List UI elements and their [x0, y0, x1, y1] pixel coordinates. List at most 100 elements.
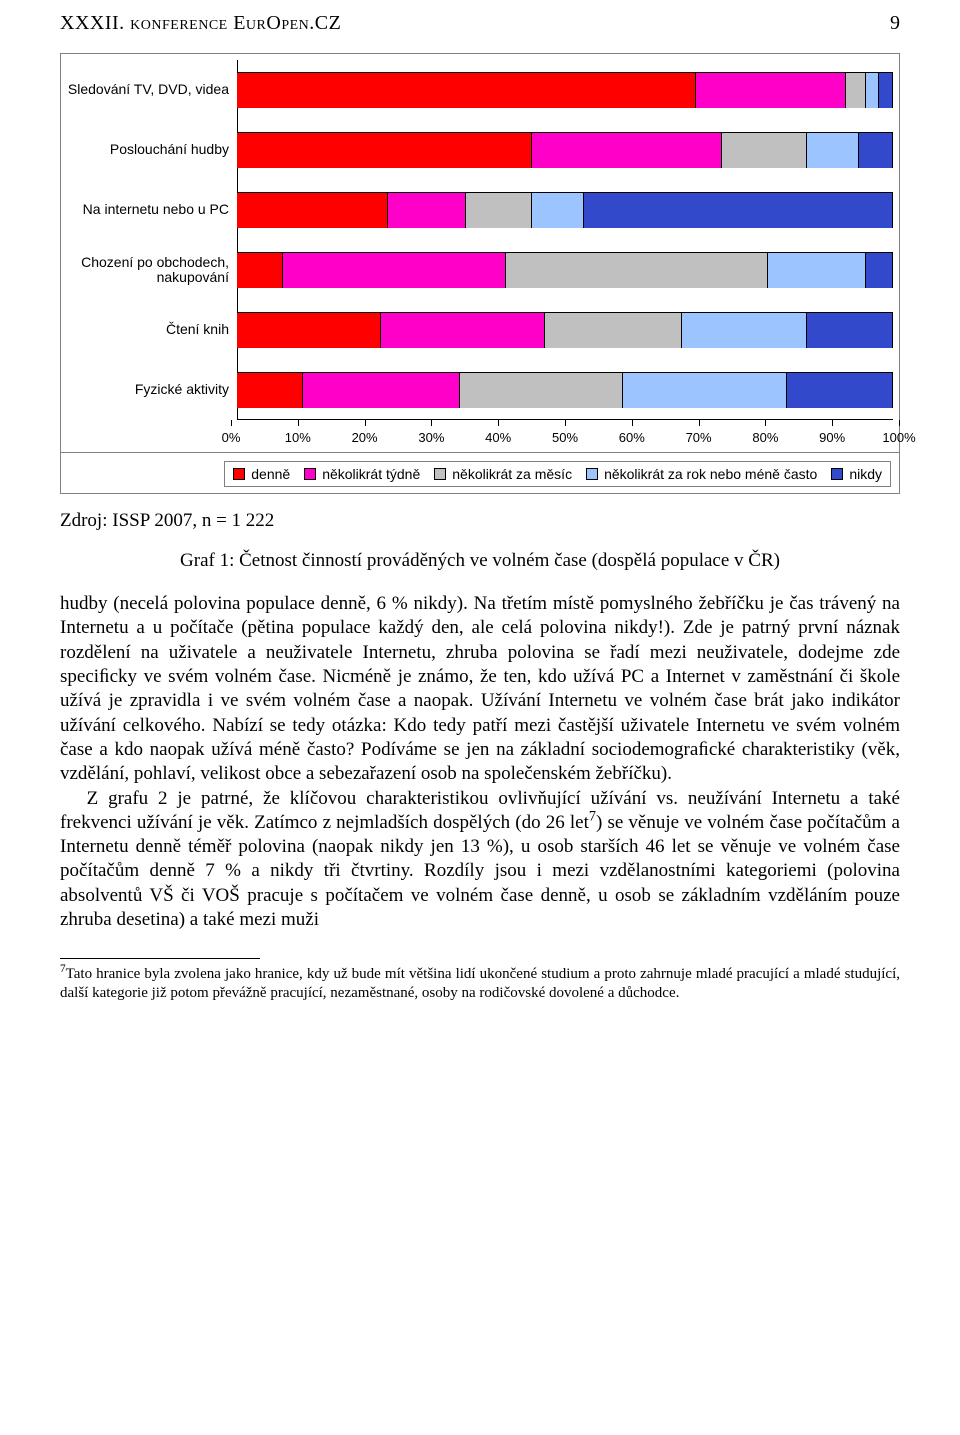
chart-legend: denně několikrát týdně několikrát za měsíc…: [61, 452, 899, 493]
chart-bar-segment: [545, 313, 683, 348]
chart-x-label: 40%: [485, 430, 511, 445]
chart-legend-swatch: [434, 468, 446, 480]
chart-x-tick: [565, 420, 566, 426]
chart-bar-segment: [623, 373, 787, 408]
chart-bar-segment: [506, 253, 768, 288]
chart-legend-swatch: [831, 468, 843, 480]
chart-y-labels: Sledování TV, DVD, videaPoslouchání hudb…: [67, 60, 237, 420]
chart-x-tick: [832, 420, 833, 426]
chart-bar-segment: [466, 193, 532, 228]
chart-x-tick: [365, 420, 366, 426]
chart-legend-label: několikrát za rok nebo méně často: [604, 466, 817, 482]
chart-bar-segment: [532, 193, 584, 228]
chart-bar-segment: [303, 373, 460, 408]
chart-legend-label: několikrát týdně: [322, 466, 420, 482]
chart-bar-segment: [879, 73, 892, 108]
chart-bar-segment: [283, 253, 506, 288]
chart-bar-row: [237, 312, 893, 348]
chart-bar-segment: [584, 193, 892, 228]
chart-bar-segment: [787, 373, 892, 408]
running-head: XXXII. konference EurOpen.CZ 9: [60, 12, 900, 35]
chart-legend-inner: denně několikrát týdně několikrát za měsíc…: [224, 461, 891, 487]
chart-x-tick: [632, 420, 633, 426]
chart-container: Sledování TV, DVD, videaPoslouchání hudb…: [60, 53, 900, 494]
chart-x-label: 60%: [619, 430, 645, 445]
chart-x-label: 10%: [285, 430, 311, 445]
chart-bar-segment: [859, 133, 892, 168]
chart-category-label: Na internetu nebo u PC: [67, 180, 237, 240]
chart-bar-row: [237, 132, 893, 168]
chart-bar-segment: [768, 253, 866, 288]
chart-bar-segment: [866, 253, 892, 288]
chart-legend-item: denně: [233, 466, 290, 482]
chart-x-tick: [765, 420, 766, 426]
chart-x-labels: 0%10%20%30%40%50%60%70%80%90%100%: [231, 430, 899, 452]
chart-source: Zdroj: ISSP 2007, n = 1 222: [60, 510, 900, 532]
running-title: XXXII. konference EurOpen.CZ: [60, 12, 341, 35]
page-number: 9: [890, 12, 900, 35]
chart-x-tick: [899, 420, 900, 426]
chart-x-ticks: [231, 420, 899, 430]
chart-bar-segment: [388, 193, 467, 228]
chart-bar-row: [237, 372, 893, 408]
chart-legend-swatch: [304, 468, 316, 480]
chart-bar-segment: [237, 313, 381, 348]
chart-caption: Graf 1: Četnost činností prováděných ve …: [60, 550, 900, 572]
chart-bar-segment: [237, 133, 532, 168]
chart-x-label: 0%: [222, 430, 241, 445]
paragraph-1: hudby (necelá polovina populace denně, 6…: [60, 592, 900, 787]
chart-bar-segment: [866, 73, 879, 108]
footnote: 7Tato hranice byla zvolena jako hranice,…: [60, 965, 900, 1003]
chart-legend-item: několikrát za měsíc: [434, 466, 572, 482]
chart-bar-segment: [682, 313, 806, 348]
chart-bar-segment: [807, 133, 859, 168]
chart-category-label: Fyzické aktivity: [67, 360, 237, 420]
chart-legend-label: několikrát za měsíc: [452, 466, 572, 482]
chart-bar-segment: [460, 373, 624, 408]
chart-x-label: 50%: [552, 430, 578, 445]
chart-plot-area: Sledování TV, DVD, videaPoslouchání hudb…: [61, 54, 899, 420]
chart-legend-item: nikdy: [831, 466, 882, 482]
chart-bar-row: [237, 72, 893, 108]
chart-x-tick: [231, 420, 232, 426]
chart-category-label: Čtení knih: [67, 300, 237, 360]
footnote-ref: 7: [589, 808, 596, 824]
chart-bar-row: [237, 192, 893, 228]
chart-x-tick: [699, 420, 700, 426]
chart-legend-item: několikrát týdně: [304, 466, 420, 482]
chart-legend-label: nikdy: [849, 466, 882, 482]
chart-x-label: 90%: [819, 430, 845, 445]
chart-category-label: Sledování TV, DVD, videa: [67, 60, 237, 120]
chart-x-label: 30%: [418, 430, 444, 445]
chart-bar-segment: [807, 313, 892, 348]
chart-bar-segment: [696, 73, 847, 108]
chart-bars: [237, 60, 893, 420]
chart-x-label: 80%: [752, 430, 778, 445]
chart-x-label: 70%: [686, 430, 712, 445]
footnote-rule: [60, 958, 260, 959]
footnote-text: Tato hranice byla zvolena jako hranice, …: [60, 966, 900, 1001]
chart-legend-swatch: [233, 468, 245, 480]
body-text: hudby (necelá polovina populace denně, 6…: [60, 592, 900, 932]
chart-bar-segment: [237, 193, 388, 228]
chart-bar-segment: [237, 73, 696, 108]
chart-x-tick: [498, 420, 499, 426]
chart-bar-segment: [237, 373, 303, 408]
chart-x-tick: [298, 420, 299, 426]
chart-legend-item: několikrát za rok nebo méně často: [586, 466, 817, 482]
chart-bar-row: [237, 252, 893, 288]
chart-x-label: 100%: [882, 430, 915, 445]
chart-bar-segment: [846, 73, 866, 108]
chart-bar-segment: [381, 313, 545, 348]
paragraph-2: Z grafu 2 je patrné, že klíčovou charakt…: [60, 787, 900, 933]
chart-bar-segment: [722, 133, 807, 168]
chart-bar-segment: [532, 133, 722, 168]
chart-frame: [237, 60, 893, 420]
chart-legend-swatch: [586, 468, 598, 480]
chart-category-label: Poslouchání hudby: [67, 120, 237, 180]
chart-x-label: 20%: [352, 430, 378, 445]
chart-category-label: Chození po obchodech, nakupování: [67, 240, 237, 300]
chart-legend-label: denně: [251, 466, 290, 482]
chart-bar-segment: [237, 253, 283, 288]
chart-x-tick: [431, 420, 432, 426]
